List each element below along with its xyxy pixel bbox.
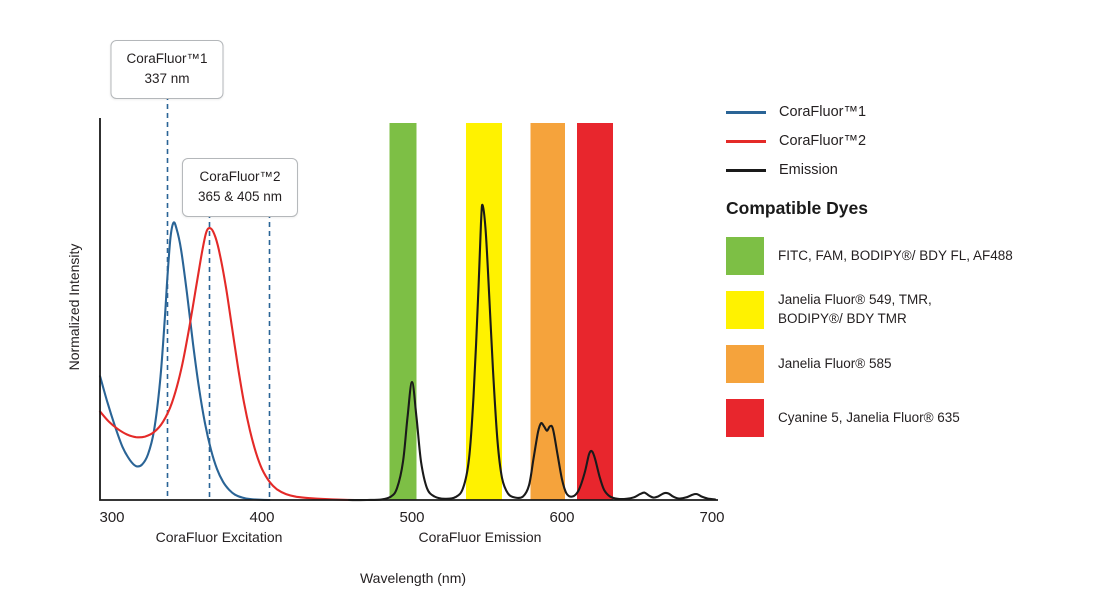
callout-corafluor1: CoraFluor™1 337 nm (110, 40, 224, 99)
x-annotation-emission: CoraFluor Emission (418, 529, 542, 545)
green-swatch (726, 237, 764, 275)
x-tick-400: 400 (249, 509, 274, 526)
legend-line-red (726, 139, 766, 143)
legend-label: CoraFluor™1 (779, 104, 867, 120)
red-swatch (726, 399, 764, 437)
excitation-curve-corafluor-1 (98, 221, 271, 502)
callout-corafluor2: CoraFluor™2 365 & 405 nm (181, 158, 299, 217)
dye-label: Janelia Fluor® 585 (778, 355, 892, 371)
filter-band-0 (389, 123, 417, 500)
legend-item-corafluor2: CoraFluor™2 (726, 133, 1108, 149)
legend-label: Emission (779, 162, 838, 178)
x-axis-label: Wavelength (nm) (359, 570, 467, 586)
filter-band-3 (577, 123, 613, 500)
callout-corafluor1-title: CoraFluor™1 (126, 51, 208, 66)
emission-curve-emission (347, 203, 717, 502)
x-tick-300: 300 (99, 509, 124, 526)
callout-corafluor2-title: CoraFluor™2 (199, 169, 281, 184)
dye-item-orange: Janelia Fluor® 585 (726, 345, 1108, 383)
filter-band-1 (466, 123, 502, 500)
x-tick-600: 600 (549, 509, 574, 526)
compatible-dyes-heading: Compatible Dyes (726, 198, 868, 218)
dye-label: Janelia Fluor® 549, TMR, BODIPY®/ BDY TM… (778, 292, 932, 326)
dye-item-red: Cyanine 5, Janelia Fluor® 635 (726, 399, 1108, 437)
excitation-curve-corafluor-2 (98, 227, 357, 502)
callout-corafluor2-wavelength: 365 & 405 nm (197, 189, 283, 205)
dye-label: Cyanine 5, Janelia Fluor® 635 (778, 409, 960, 425)
dye-item-green: FITC, FAM, BODIPY®/ BDY FL, AF488 (726, 237, 1108, 275)
spectra-chart: 300 400 500 600 700 (98, 86, 725, 526)
callout-corafluor1-wavelength: 337 nm (144, 71, 190, 87)
x-annotation-excitation: CoraFluor Excitation (155, 529, 283, 545)
yellow-swatch (726, 291, 764, 329)
x-tick-500: 500 (399, 509, 424, 526)
legend-panel: CoraFluor™1 CoraFluor™2 Emission Compati… (726, 104, 1108, 453)
orange-swatch (726, 345, 764, 383)
legend-line-black (726, 168, 766, 172)
dye-item-yellow: Janelia Fluor® 549, TMR, BODIPY®/ BDY TM… (726, 291, 1108, 329)
legend-item-corafluor1: CoraFluor™1 (726, 104, 1108, 120)
legend-item-emission: Emission (726, 162, 1108, 178)
axes (99, 118, 718, 501)
x-tick-700: 700 (699, 509, 724, 526)
legend-label: CoraFluor™2 (779, 133, 867, 149)
y-axis-label: Normalized Intensity (66, 243, 82, 371)
dye-label: FITC, FAM, BODIPY®/ BDY FL, AF488 (778, 247, 1013, 263)
legend-line-blue (726, 110, 766, 114)
